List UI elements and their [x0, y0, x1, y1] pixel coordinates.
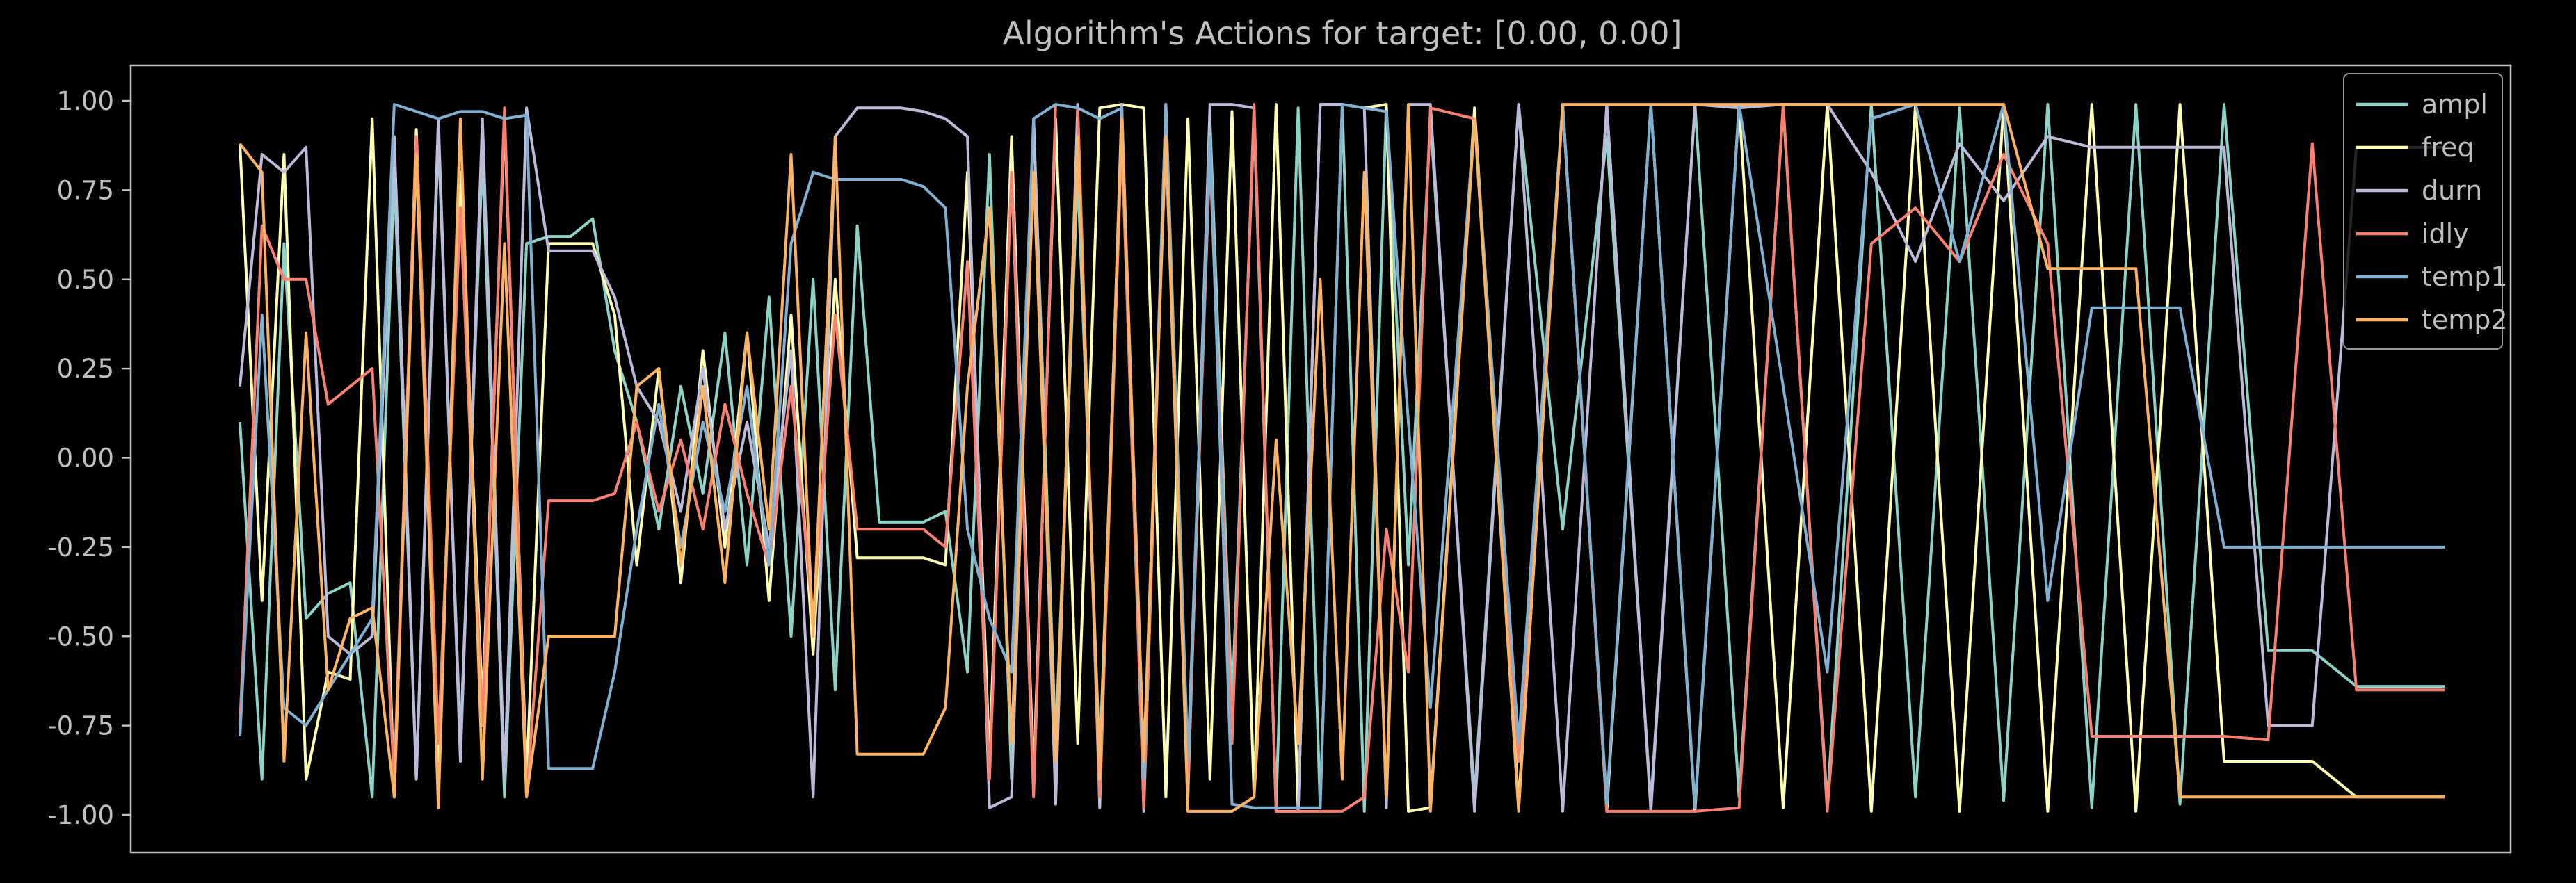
legend-label-freq: freq [2422, 132, 2474, 163]
y-tick-label: -0.50 [47, 622, 114, 651]
legend: ampl freq durn idly temp1 temp2 [2343, 73, 2508, 350]
chart-title: Algorithm's Actions for target: [0.00, 0… [1002, 15, 1682, 52]
y-tick-label: -0.75 [47, 711, 114, 741]
legend-label-idly: idly [2422, 218, 2469, 249]
series-layer [239, 103, 2445, 813]
y-tick-label: 0.00 [57, 444, 114, 473]
y-tick-label: 0.25 [57, 354, 114, 384]
legend-label-temp2: temp2 [2422, 305, 2508, 335]
series-line-temp1 [239, 103, 2445, 809]
legend-label-temp1: temp1 [2422, 261, 2508, 292]
y-tick-label: 1.00 [57, 86, 114, 116]
legend-box [2343, 73, 2503, 350]
legend-label-durn: durn [2422, 175, 2482, 206]
y-tick-label: -0.25 [47, 533, 114, 562]
series-line-temp2 [239, 103, 2445, 813]
y-axis: 1.00 0.75 0.50 0.25 0.00 -0.25 -0.50 -0.75 -1.00 [47, 86, 131, 830]
plot-frame [129, 64, 2512, 854]
legend-label-ampl: ampl [2422, 89, 2488, 120]
y-tick-label: -1.00 [47, 800, 114, 830]
y-tick-label: 0.75 [57, 175, 114, 205]
y-tick-label: 0.50 [57, 265, 114, 295]
